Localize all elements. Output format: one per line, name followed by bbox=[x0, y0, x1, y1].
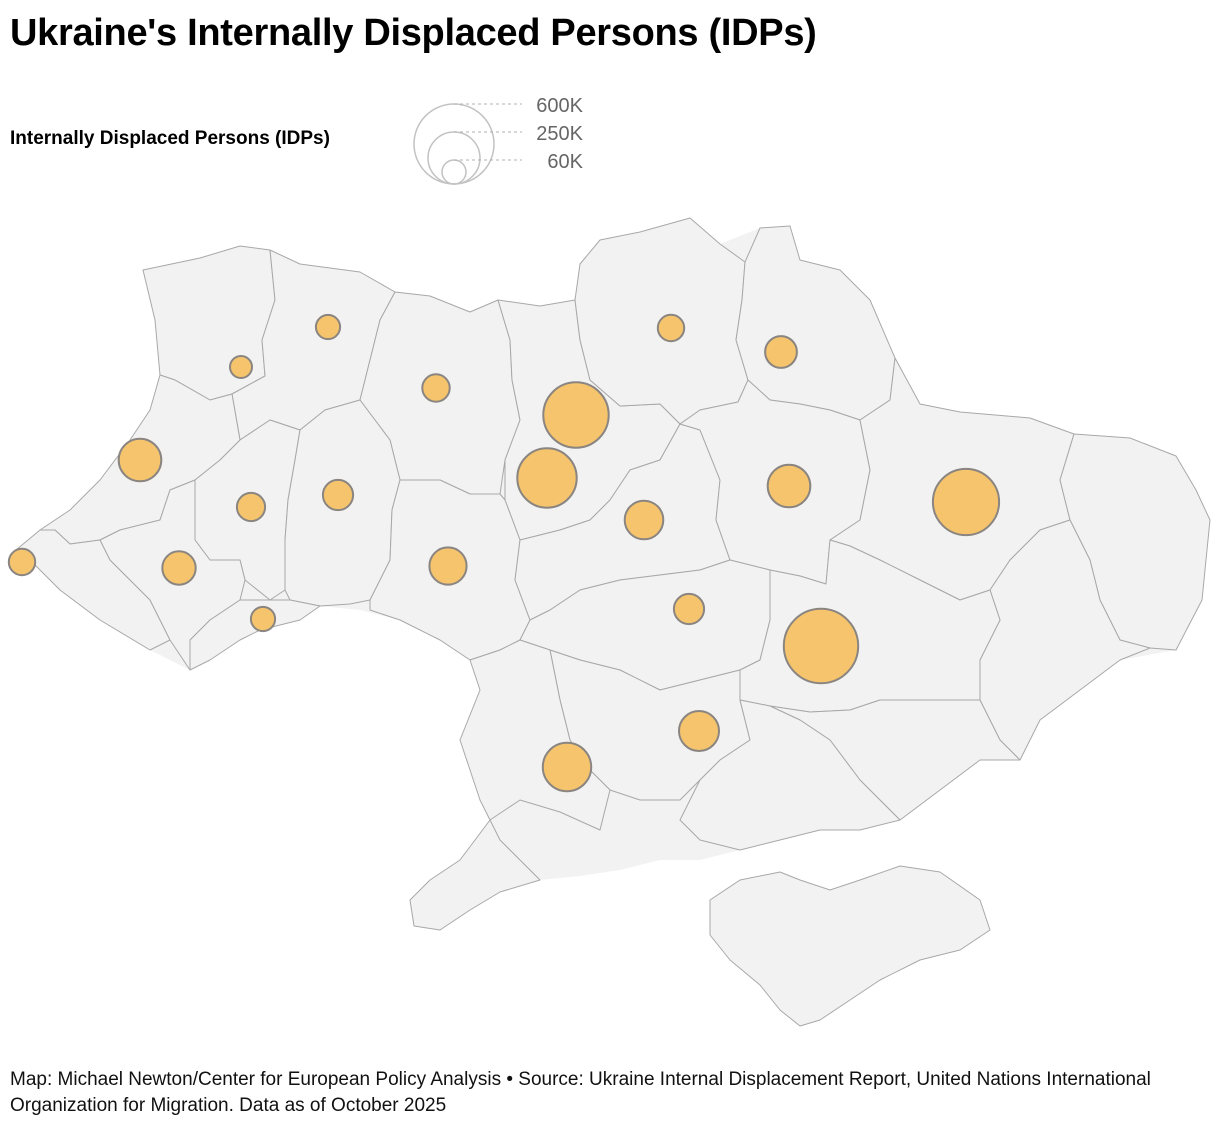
bubble-rivne[interactable] bbox=[314, 313, 342, 341]
bubble-khmelnytskyi[interactable] bbox=[321, 478, 355, 512]
bubble-mykolaiv[interactable] bbox=[678, 710, 720, 752]
bubble-lviv[interactable] bbox=[117, 437, 163, 483]
region-border-kherson bbox=[679, 699, 901, 851]
ukraine-map bbox=[7, 217, 1211, 1027]
legend-ring-small bbox=[441, 159, 467, 185]
bubble-ternopil[interactable] bbox=[235, 491, 267, 523]
bubble-chernivtsi[interactable] bbox=[249, 605, 277, 633]
bubble-sumy[interactable] bbox=[764, 335, 798, 369]
legend-ring-medium bbox=[427, 131, 481, 185]
legend-label-small: 60K bbox=[547, 151, 583, 173]
bubble-kyiv-city[interactable] bbox=[542, 381, 610, 449]
bubble-ivano-frankivsk[interactable] bbox=[161, 550, 197, 586]
bubble-dnipropetrovsk[interactable] bbox=[782, 607, 860, 685]
legend-label-large: 600K bbox=[536, 95, 583, 117]
bubble-zhytomyr[interactable] bbox=[421, 373, 451, 403]
bubble-chernihiv[interactable] bbox=[656, 313, 686, 343]
region-border-chernivtsi bbox=[189, 599, 321, 671]
bubble-kyiv-oblast[interactable] bbox=[516, 447, 578, 509]
bubble-odesa[interactable] bbox=[541, 741, 593, 793]
bubble-zakarpattia[interactable] bbox=[7, 547, 37, 577]
region-border-crimea bbox=[709, 865, 991, 1027]
bubble-volyn[interactable] bbox=[229, 355, 253, 379]
bubble-poltava[interactable] bbox=[766, 463, 812, 509]
bubble-kirovohrad[interactable] bbox=[672, 592, 706, 626]
legend-title: Internally Displaced Persons (IDPs) bbox=[10, 128, 330, 149]
region-border-odesa bbox=[409, 639, 611, 931]
size-legend: 600K 250K 60K bbox=[413, 95, 584, 185]
legend-label-medium: 250K bbox=[536, 123, 583, 145]
bubble-vinnytsia[interactable] bbox=[428, 546, 468, 586]
bubble-kharkiv[interactable] bbox=[931, 467, 1001, 537]
bubble-cherkasy[interactable] bbox=[623, 499, 665, 541]
map-title: Ukraine's Internally Displaced Persons (… bbox=[10, 12, 817, 54]
source-credit: Map: Michael Newton/Center for European … bbox=[10, 1069, 1151, 1116]
legend-ring-large bbox=[413, 103, 495, 185]
